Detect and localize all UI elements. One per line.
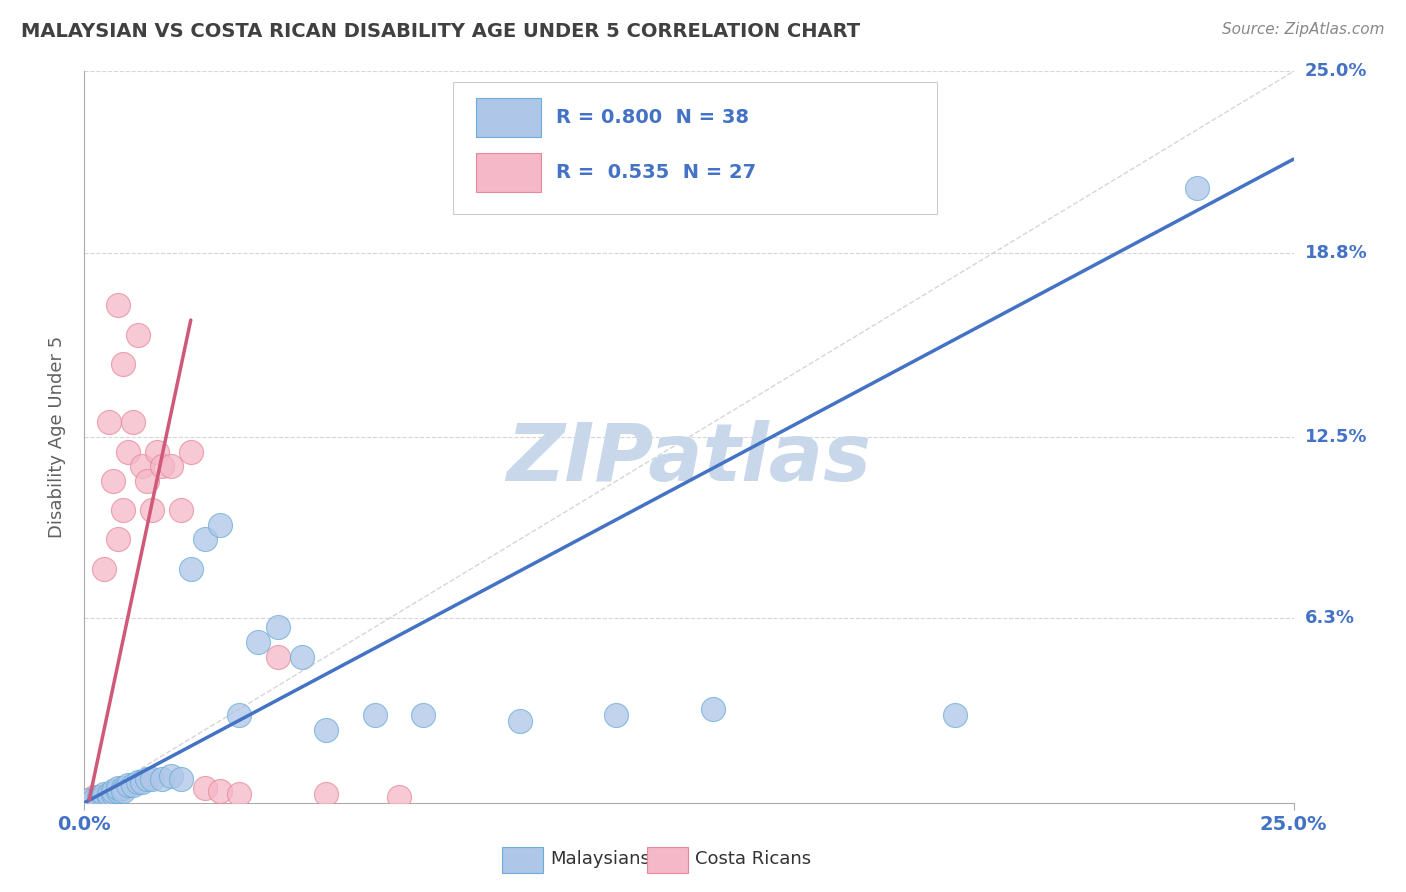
Text: R = 0.800  N = 38: R = 0.800 N = 38: [555, 108, 749, 127]
Text: 25.0%: 25.0%: [1305, 62, 1367, 80]
Text: ZIPatlas: ZIPatlas: [506, 420, 872, 498]
Point: [127, 327, 149, 342]
Point: [208, 517, 231, 532]
Point: [107, 533, 129, 547]
Point: [97, 416, 120, 430]
Point: [87, 793, 110, 807]
Point: [83, 793, 105, 807]
Text: Malaysians: Malaysians: [550, 850, 650, 868]
Point: [291, 649, 314, 664]
Point: [136, 474, 159, 488]
Point: [247, 635, 270, 649]
Point: [87, 789, 110, 804]
FancyBboxPatch shape: [647, 847, 688, 873]
Text: R =  0.535  N = 27: R = 0.535 N = 27: [555, 163, 756, 182]
Point: [315, 787, 337, 801]
Point: [93, 789, 115, 804]
Text: 18.8%: 18.8%: [1305, 244, 1368, 261]
Point: [208, 784, 231, 798]
Point: [112, 784, 135, 798]
Point: [103, 787, 125, 801]
Point: [77, 793, 100, 807]
Point: [77, 793, 100, 807]
Text: 6.3%: 6.3%: [1305, 609, 1354, 627]
Point: [112, 781, 135, 796]
Point: [228, 708, 250, 723]
Point: [131, 775, 153, 789]
Point: [97, 787, 120, 801]
Point: [117, 444, 139, 458]
Point: [112, 503, 135, 517]
Point: [267, 649, 290, 664]
Point: [117, 778, 139, 792]
Point: [146, 444, 169, 458]
FancyBboxPatch shape: [453, 82, 936, 214]
Point: [141, 772, 163, 787]
Point: [97, 789, 120, 804]
Point: [170, 503, 193, 517]
Point: [87, 789, 110, 804]
Point: [150, 459, 173, 474]
Point: [160, 769, 183, 783]
Point: [103, 784, 125, 798]
Text: 12.5%: 12.5%: [1305, 428, 1367, 446]
Point: [388, 789, 411, 804]
Point: [180, 562, 202, 576]
Point: [170, 772, 193, 787]
Point: [267, 620, 290, 634]
Point: [194, 533, 217, 547]
Point: [127, 775, 149, 789]
Point: [363, 708, 385, 723]
Point: [605, 708, 627, 723]
Point: [180, 444, 202, 458]
Point: [1185, 181, 1208, 195]
Y-axis label: Disability Age Under 5: Disability Age Under 5: [48, 336, 66, 538]
FancyBboxPatch shape: [477, 153, 541, 192]
FancyBboxPatch shape: [477, 98, 541, 137]
Point: [121, 778, 143, 792]
Text: Source: ZipAtlas.com: Source: ZipAtlas.com: [1222, 22, 1385, 37]
Point: [943, 708, 966, 723]
Point: [194, 781, 217, 796]
Text: Costa Ricans: Costa Ricans: [695, 850, 811, 868]
Point: [107, 784, 129, 798]
Point: [112, 357, 135, 371]
Point: [509, 714, 531, 728]
Point: [131, 459, 153, 474]
Point: [93, 787, 115, 801]
Point: [136, 772, 159, 787]
Point: [412, 708, 434, 723]
Point: [103, 474, 125, 488]
Point: [83, 789, 105, 804]
Point: [141, 503, 163, 517]
Point: [107, 781, 129, 796]
FancyBboxPatch shape: [502, 847, 543, 873]
Text: MALAYSIAN VS COSTA RICAN DISABILITY AGE UNDER 5 CORRELATION CHART: MALAYSIAN VS COSTA RICAN DISABILITY AGE …: [21, 22, 860, 41]
Point: [93, 562, 115, 576]
Point: [121, 416, 143, 430]
Point: [150, 772, 173, 787]
Point: [702, 702, 724, 716]
Point: [107, 298, 129, 312]
Point: [160, 459, 183, 474]
Point: [315, 723, 337, 737]
Point: [228, 787, 250, 801]
